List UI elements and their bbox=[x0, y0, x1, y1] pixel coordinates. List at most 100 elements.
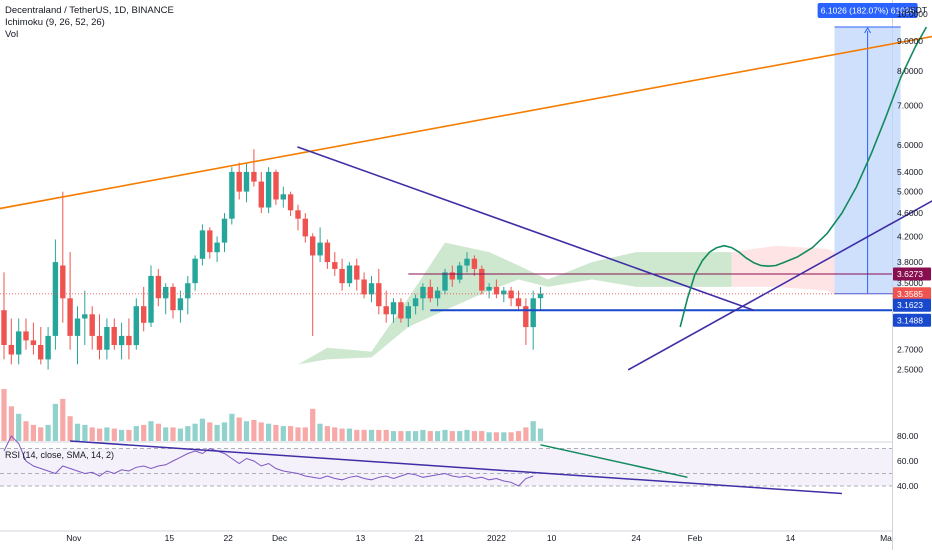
price-tag-value: 3.3585 bbox=[897, 289, 923, 299]
candle-body bbox=[38, 345, 44, 360]
volume-bar bbox=[119, 429, 125, 441]
candle-body bbox=[141, 306, 147, 323]
volume-bar bbox=[16, 413, 22, 441]
volume-bar bbox=[30, 424, 36, 441]
volume-bar bbox=[60, 398, 66, 441]
candle-body bbox=[493, 286, 500, 295]
candle-body bbox=[214, 242, 220, 253]
candle-body bbox=[258, 181, 264, 208]
volume-bar bbox=[236, 417, 242, 441]
rsi-line bbox=[3, 435, 534, 487]
candle-body bbox=[471, 258, 478, 269]
price-tag-value: 3.1488 bbox=[897, 315, 923, 325]
volume-bar bbox=[471, 431, 477, 441]
price-tick-label: 9.0000 bbox=[897, 36, 923, 46]
price-tick-label: 2.7000 bbox=[897, 345, 923, 355]
time-tick-label: 14 bbox=[786, 533, 796, 543]
volume-bar bbox=[332, 427, 338, 441]
candle-body bbox=[420, 286, 426, 299]
volume-bar bbox=[45, 424, 51, 441]
time-tick-label: Ma bbox=[880, 533, 892, 543]
measure-label-box bbox=[817, 3, 918, 18]
candle-body bbox=[229, 171, 235, 219]
candle-body bbox=[52, 262, 59, 336]
ichimoku-legend[interactable]: Ichimoku (9, 26, 52, 26) bbox=[5, 17, 105, 28]
volume-bar bbox=[508, 432, 514, 441]
volume-bar bbox=[229, 413, 235, 441]
candle-body bbox=[273, 171, 279, 200]
candles bbox=[1, 149, 544, 370]
time-tick-label: 15 bbox=[165, 533, 175, 543]
volume-bar bbox=[214, 424, 220, 441]
candle-body bbox=[383, 306, 389, 315]
volume-bar bbox=[207, 422, 213, 441]
candle-body bbox=[30, 340, 37, 345]
volume-bar bbox=[405, 431, 411, 441]
candle-body bbox=[354, 265, 360, 280]
price-tag-box bbox=[893, 267, 931, 281]
currency-label: USDT bbox=[904, 5, 927, 15]
candle-body bbox=[148, 275, 154, 323]
candle-body bbox=[501, 290, 507, 295]
rsi-tick-label: 40.00 bbox=[897, 481, 919, 491]
time-tick-label: Dec bbox=[272, 533, 288, 543]
candle-body bbox=[8, 345, 14, 355]
volume-bar bbox=[221, 422, 228, 441]
candle-body bbox=[155, 275, 162, 299]
time-tick-label: 22 bbox=[223, 533, 233, 543]
rsi-green-trendline bbox=[540, 444, 688, 479]
volume-bar bbox=[361, 429, 367, 441]
candle-body bbox=[457, 265, 463, 280]
volume-legend[interactable]: Vol bbox=[5, 29, 19, 40]
price-tick-label: 3.8000 bbox=[897, 257, 923, 267]
candle-body bbox=[442, 272, 448, 291]
volume-bar bbox=[413, 431, 419, 441]
candle-body bbox=[434, 290, 441, 299]
volume-bar bbox=[288, 426, 294, 441]
candle-body bbox=[449, 272, 455, 280]
candle-body bbox=[295, 210, 301, 219]
volume-bar bbox=[420, 429, 426, 441]
time-tick-label: Feb bbox=[688, 533, 703, 543]
volume-bar bbox=[317, 423, 323, 441]
volume-bar bbox=[346, 428, 352, 441]
volume-bar bbox=[23, 421, 29, 441]
candle-body bbox=[464, 258, 470, 266]
volume-bar bbox=[398, 431, 404, 441]
volume-bar bbox=[1, 389, 7, 441]
volume-bar bbox=[52, 403, 58, 441]
candle-body bbox=[523, 306, 529, 328]
volume-bar bbox=[8, 406, 14, 441]
candle-body bbox=[163, 286, 169, 299]
price-tick-label: 2.5000 bbox=[897, 365, 923, 375]
rsi-legend[interactable]: RSI (14, close, SMA, 14, 2) bbox=[5, 450, 115, 460]
volume-bar bbox=[383, 429, 389, 441]
volume-bar bbox=[376, 429, 382, 441]
candle-body bbox=[1, 310, 7, 345]
candle-body bbox=[111, 327, 117, 345]
price-tag-value: 3.1623 bbox=[897, 300, 923, 310]
candle-body bbox=[67, 298, 73, 336]
volume-bar bbox=[479, 431, 485, 441]
candle-body bbox=[23, 331, 29, 341]
volume-bar bbox=[251, 420, 257, 441]
volume-bar bbox=[302, 427, 308, 441]
volume-bar bbox=[442, 429, 448, 441]
upper-orange-trendline bbox=[0, 35, 932, 210]
symbol-title[interactable]: Decentraland / TetherUS, 1D, BINANCE bbox=[5, 5, 174, 16]
candle-body bbox=[412, 298, 419, 307]
candle-body bbox=[192, 258, 198, 284]
volume-bar bbox=[97, 428, 103, 441]
volume-bar bbox=[111, 428, 117, 441]
candle-body bbox=[236, 171, 242, 192]
volume-bar bbox=[493, 432, 499, 441]
volume-bar bbox=[163, 427, 169, 441]
candle-body bbox=[332, 262, 338, 269]
price-tick-label: 5.4000 bbox=[897, 167, 923, 177]
rsi-tick-label: 80.00 bbox=[897, 431, 919, 441]
candle-body bbox=[265, 171, 272, 208]
candle-body bbox=[346, 265, 353, 284]
volume-bar bbox=[133, 426, 139, 441]
